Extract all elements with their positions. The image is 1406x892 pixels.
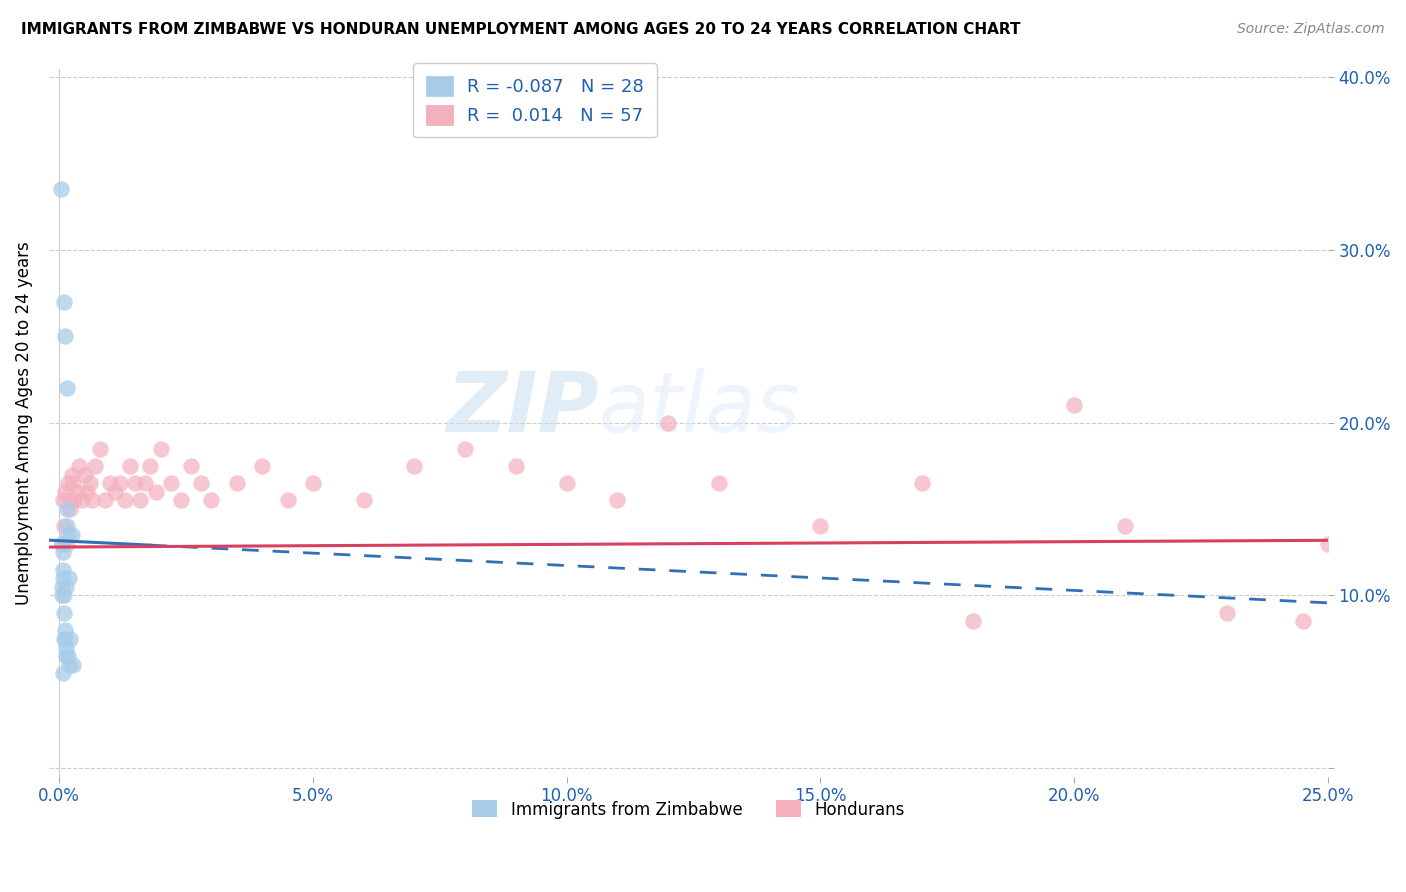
Point <box>76 484 98 499</box>
Point <box>606 493 628 508</box>
Point <box>62 657 84 672</box>
Point <box>73 467 96 482</box>
Point <box>94 493 117 508</box>
Point <box>53 632 76 646</box>
Point <box>159 476 181 491</box>
Point <box>62 476 84 491</box>
Point <box>53 589 76 603</box>
Point <box>1292 615 1315 629</box>
Point <box>104 484 127 499</box>
Point <box>124 476 146 491</box>
Point <box>225 476 247 491</box>
Text: IMMIGRANTS FROM ZIMBABWE VS HONDURAN UNEMPLOYMENT AMONG AGES 20 TO 24 YEARS CORR: IMMIGRANTS FROM ZIMBABWE VS HONDURAN UNE… <box>21 22 1021 37</box>
Point <box>51 580 73 594</box>
Point <box>53 623 76 637</box>
Point <box>52 545 75 559</box>
Point <box>170 493 193 508</box>
Point <box>63 493 86 508</box>
Point <box>145 484 167 499</box>
Point <box>129 493 152 508</box>
Point <box>139 458 162 473</box>
Point <box>60 467 83 482</box>
Point <box>180 458 202 473</box>
Point <box>53 329 76 343</box>
Point <box>707 476 730 491</box>
Point <box>89 442 111 456</box>
Point <box>58 493 80 508</box>
Point <box>58 657 80 672</box>
Point <box>82 493 104 508</box>
Point <box>353 493 375 508</box>
Text: Source: ZipAtlas.com: Source: ZipAtlas.com <box>1237 22 1385 37</box>
Point <box>52 493 75 508</box>
Point <box>1114 519 1136 533</box>
Point <box>56 528 79 542</box>
Point <box>911 476 934 491</box>
Point <box>70 493 93 508</box>
Point <box>149 442 172 456</box>
Point <box>55 502 77 516</box>
Point <box>51 589 73 603</box>
Point <box>1063 399 1085 413</box>
Point <box>454 442 477 456</box>
Point <box>134 476 156 491</box>
Point <box>51 536 73 550</box>
Point <box>55 536 77 550</box>
Point <box>79 476 101 491</box>
Point <box>55 381 77 395</box>
Point <box>49 182 72 196</box>
Point <box>114 493 136 508</box>
Point <box>66 484 89 499</box>
Point <box>56 519 79 533</box>
Point <box>277 493 299 508</box>
Point <box>59 632 82 646</box>
Point <box>52 632 75 646</box>
Point <box>53 484 76 499</box>
Text: ZIP: ZIP <box>446 368 599 449</box>
Point <box>58 476 80 491</box>
Point <box>810 519 832 533</box>
Point <box>51 536 73 550</box>
Point <box>505 458 527 473</box>
Point <box>302 476 325 491</box>
Point <box>190 476 212 491</box>
Point <box>60 528 83 542</box>
Point <box>83 458 105 473</box>
Point <box>53 606 76 620</box>
Point <box>555 476 578 491</box>
Point <box>108 476 131 491</box>
Point <box>58 648 80 663</box>
Point <box>58 571 80 585</box>
Point <box>1317 536 1340 550</box>
Point <box>657 416 679 430</box>
Point <box>55 640 77 655</box>
Point <box>53 294 76 309</box>
Point <box>52 571 75 585</box>
Point <box>59 502 82 516</box>
Y-axis label: Unemployment Among Ages 20 to 24 years: Unemployment Among Ages 20 to 24 years <box>15 241 32 605</box>
Point <box>200 493 222 508</box>
Point <box>53 519 76 533</box>
Point <box>404 458 426 473</box>
Point <box>52 563 75 577</box>
Point <box>55 648 77 663</box>
Text: atlas: atlas <box>599 368 800 449</box>
Point <box>98 476 121 491</box>
Point <box>962 615 984 629</box>
Legend: Immigrants from Zimbabwe, Hondurans: Immigrants from Zimbabwe, Hondurans <box>465 794 911 825</box>
Point <box>120 458 142 473</box>
Point <box>250 458 273 473</box>
Point <box>55 580 77 594</box>
Point <box>52 666 75 681</box>
Point <box>67 458 90 473</box>
Point <box>1215 606 1237 620</box>
